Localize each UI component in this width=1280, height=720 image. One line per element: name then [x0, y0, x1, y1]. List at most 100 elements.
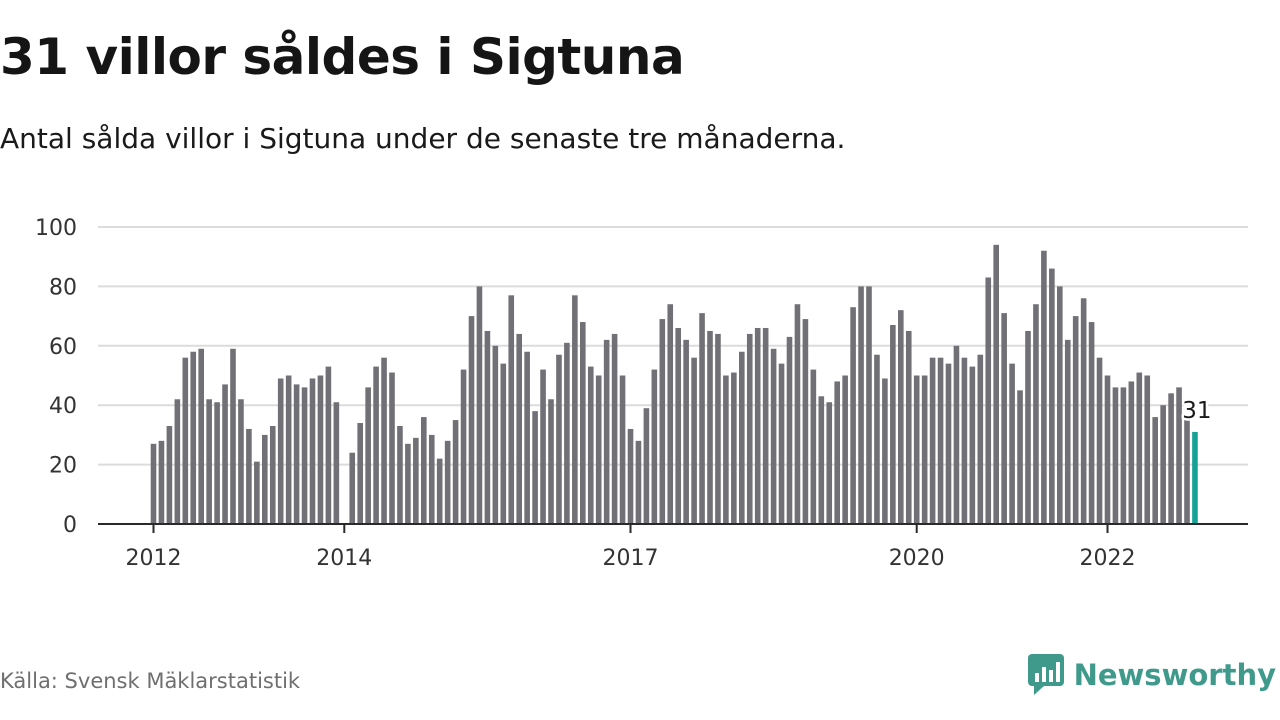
- bar: [238, 399, 244, 524]
- y-tick-label: 100: [35, 216, 77, 241]
- bar-chart: 0 20 40 60 80 100 2012 2014 2017 2020 2022 31: [35, 216, 1248, 571]
- bar: [182, 357, 189, 524]
- bar: [174, 399, 181, 524]
- y-tick-label: 60: [49, 335, 77, 360]
- bar: [826, 402, 833, 524]
- bar: [675, 327, 681, 524]
- bar: [1184, 420, 1190, 524]
- bar: [492, 345, 499, 524]
- bar: [874, 354, 880, 524]
- bar: [166, 425, 173, 524]
- bar: [150, 443, 157, 524]
- bar: [1112, 387, 1119, 524]
- bar: [198, 348, 204, 524]
- bar: [1144, 375, 1151, 524]
- bar: [325, 366, 332, 524]
- bar: [651, 369, 658, 524]
- bar: [508, 295, 515, 524]
- bar: [643, 408, 650, 524]
- bar: [262, 434, 268, 524]
- bar: [254, 461, 260, 524]
- bar: [246, 428, 252, 524]
- chart-subtitle: Antal sålda villor i Sigtuna under de se…: [0, 122, 846, 155]
- bar: [540, 369, 546, 524]
- bar: [905, 330, 912, 524]
- bar: [1168, 393, 1174, 524]
- bar: [802, 319, 809, 524]
- bar: [1096, 357, 1103, 524]
- bar: [627, 428, 634, 524]
- bar: [532, 411, 538, 524]
- bar: [333, 402, 340, 524]
- brand-name: Newsworthy: [1073, 658, 1276, 692]
- bar: [762, 327, 769, 524]
- bar: [413, 437, 419, 524]
- x-tick-label: 2012: [126, 546, 182, 571]
- x-tick-label: 2017: [603, 546, 659, 571]
- bar: [1001, 313, 1007, 524]
- bar: [635, 440, 642, 524]
- brand-logo: Newsworthy: [1027, 654, 1276, 696]
- bar: [1160, 405, 1166, 524]
- bar: [1009, 363, 1015, 524]
- bar: [977, 354, 984, 524]
- bar: [595, 375, 602, 524]
- bar: [357, 423, 363, 524]
- bar: [603, 339, 610, 524]
- bar: [1049, 268, 1055, 524]
- bar: [842, 375, 848, 524]
- bar: [1057, 286, 1063, 524]
- bar: [524, 351, 530, 524]
- bar: [739, 351, 745, 524]
- bar: [587, 366, 594, 524]
- bar: [476, 286, 483, 524]
- bar: [484, 330, 491, 524]
- x-tick-label: 2020: [889, 546, 945, 571]
- bar: [500, 363, 507, 524]
- bar: [993, 244, 999, 524]
- y-tick-label: 0: [63, 513, 77, 538]
- bar: [953, 345, 960, 524]
- bar: [436, 458, 443, 524]
- bar: [428, 434, 435, 524]
- chart-title: 31 villor såldes i Sigtuna: [0, 28, 685, 86]
- bar: [572, 295, 578, 524]
- bar: [619, 375, 626, 524]
- bar: [898, 310, 904, 524]
- newsworthy-logo-icon: [1027, 654, 1064, 695]
- bar: [277, 378, 284, 524]
- bar: [985, 277, 992, 524]
- bar: [611, 333, 618, 524]
- highlight-value-label: 31: [1182, 398, 1211, 424]
- bar: [659, 319, 666, 524]
- bar: [269, 425, 276, 524]
- bar: [1064, 339, 1071, 524]
- bar: [961, 357, 968, 524]
- bar: [468, 316, 475, 524]
- bar: [929, 357, 936, 524]
- y-tick-label: 40: [49, 394, 77, 419]
- bar-highlight: [1192, 431, 1198, 524]
- bar: [707, 330, 713, 524]
- bar: [691, 357, 697, 524]
- bar: [1025, 330, 1031, 524]
- bar: [548, 399, 554, 524]
- bar: [222, 384, 228, 524]
- bar: [810, 369, 817, 524]
- bar: [158, 440, 165, 524]
- y-tick-label: 20: [49, 454, 77, 479]
- bar: [405, 443, 411, 524]
- bar: [556, 354, 562, 524]
- bar: [945, 363, 952, 524]
- bar: [309, 378, 316, 524]
- bar: [349, 452, 356, 524]
- bar: [317, 375, 324, 524]
- bar: [381, 357, 387, 524]
- bar: [285, 375, 292, 524]
- bar: [786, 336, 793, 524]
- bar: [460, 369, 467, 524]
- bar: [1128, 381, 1135, 524]
- bar: [937, 357, 944, 524]
- bar: [206, 399, 212, 524]
- bar: [230, 348, 236, 524]
